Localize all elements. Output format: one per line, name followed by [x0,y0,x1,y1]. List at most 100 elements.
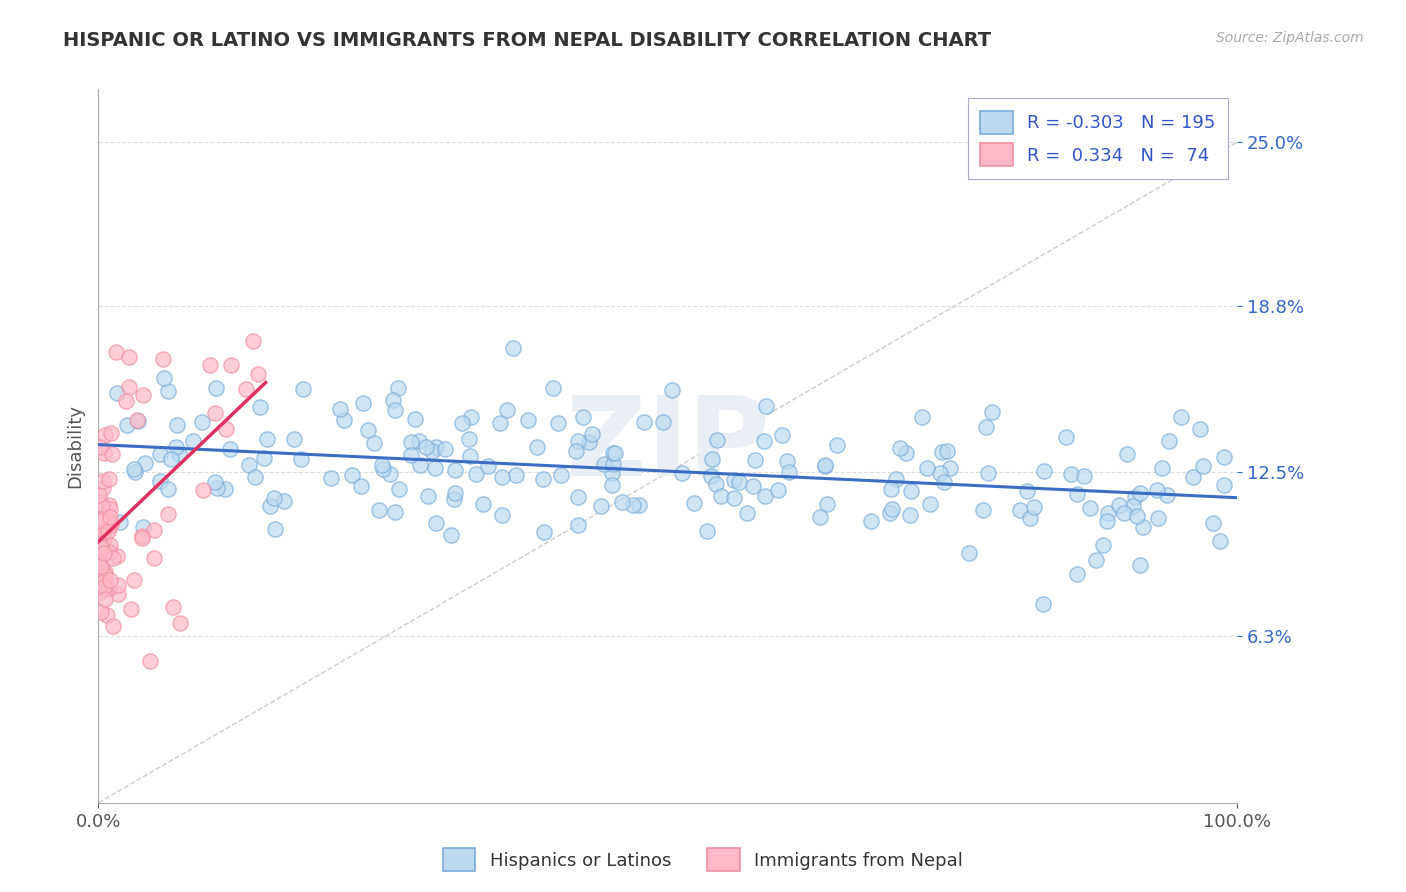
Point [567,434,589,449]
Point [1147,511,1170,525]
Point [451,416,474,430]
Point [547,417,569,431]
Point [443,492,465,507]
Point [710,489,733,503]
Point [1129,558,1152,572]
Point [404,412,426,426]
Point [193,483,215,498]
Point [1213,478,1236,492]
Point [98,545,121,559]
Point [98,573,121,587]
Point [900,484,922,499]
Point [340,467,363,482]
Point [93,581,115,595]
Point [352,396,374,410]
Point [564,444,586,458]
Point [253,451,276,466]
Point [880,482,903,496]
Point [399,448,422,462]
Point [1108,498,1130,512]
Point [408,434,430,449]
Point [526,441,548,455]
Point [371,462,394,476]
Point [489,416,512,430]
Point [778,465,800,479]
Point [602,446,624,460]
Point [89,551,111,566]
Point [162,599,184,614]
Point [813,459,835,474]
Point [97,514,120,528]
Point [458,449,481,463]
Point [1129,486,1152,500]
Point [183,434,205,448]
Point [93,482,115,496]
Point [502,341,524,355]
Point [89,556,111,570]
Point [134,456,156,470]
Point [1156,488,1178,502]
Point [591,499,613,513]
Point [533,472,555,486]
Point [815,497,838,511]
Point [96,608,118,623]
Point [107,577,129,591]
Point [191,415,214,429]
Point [157,384,180,398]
Point [1201,516,1223,530]
Point [90,558,112,573]
Point [581,426,603,441]
Point [1060,467,1083,482]
Point [1017,483,1039,498]
Point [142,524,165,538]
Text: ZIP: ZIP [567,392,769,500]
Point [1126,509,1149,524]
Point [935,443,957,458]
Point [90,576,112,591]
Point [723,491,745,506]
Point [107,385,129,400]
Point [443,463,465,477]
Point [399,435,422,450]
Point [100,425,122,440]
Point [156,507,179,521]
Point [610,495,633,509]
Point [370,458,392,472]
Point [1080,500,1102,515]
Point [98,538,121,552]
Point [602,457,624,471]
Point [1073,469,1095,483]
Point [918,497,941,511]
Point [1066,566,1088,581]
Point [107,587,129,601]
Point [118,379,141,393]
Point [735,506,758,520]
Point [160,452,183,467]
Point [976,420,998,434]
Point [93,446,115,460]
Point [205,381,228,395]
Point [89,585,111,599]
Y-axis label: Disability: Disability [66,404,84,488]
Point [378,467,401,482]
Point [754,434,776,448]
Point [87,488,110,502]
Point [471,497,494,511]
Point [621,498,644,512]
Point [896,446,918,460]
Point [770,428,793,442]
Point [931,445,953,459]
Point [148,474,170,488]
Point [152,351,174,366]
Point [139,654,162,668]
Point [115,393,138,408]
Point [122,462,145,476]
Point [741,478,763,492]
Point [273,494,295,508]
Point [440,528,463,542]
Point [889,441,911,455]
Point [766,483,789,498]
Point [256,432,278,446]
Point [491,470,513,484]
Point [204,407,226,421]
